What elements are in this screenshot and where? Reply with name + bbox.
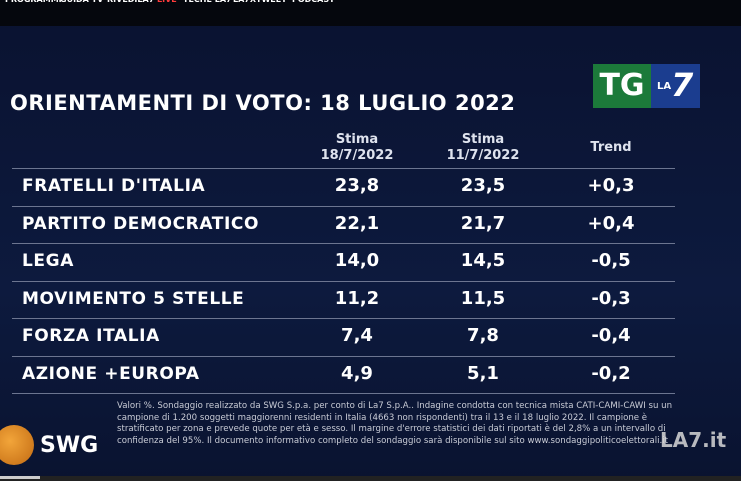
party-name: FRATELLI D'ITALIA bbox=[22, 176, 206, 196]
nav-item[interactable]: PROGRAMMI bbox=[5, 0, 62, 4]
title: ORIENTAMENTI DI VOTO: 18 LUGLIO 2022 bbox=[10, 91, 516, 115]
value-cell: +0,4 bbox=[587, 212, 635, 234]
value-cell: -0,4 bbox=[591, 325, 631, 346]
row-separator bbox=[12, 168, 675, 169]
party-name: PARTITO DEMOCRATICO bbox=[22, 213, 260, 234]
watermark: LA7.it bbox=[660, 428, 727, 452]
logo-tg: TG bbox=[593, 64, 651, 108]
column-header: Trend bbox=[590, 140, 632, 155]
value-cell: 22,1 bbox=[334, 212, 380, 234]
row-separator bbox=[12, 280, 675, 282]
nav-bar: PROGRAMMIGUIDA TV RIVEDILA7LIVE TECHE LA7L… bbox=[0, 0, 741, 26]
nav-item[interactable]: GUIDA TV bbox=[60, 0, 103, 4]
nav-item[interactable]: LA7XTWEET bbox=[233, 0, 287, 4]
logo-la: LA bbox=[657, 81, 672, 92]
logo-seven: 7 bbox=[671, 66, 694, 104]
value-cell: 14,5 bbox=[460, 250, 506, 271]
nav-item[interactable]: PODCAST bbox=[292, 0, 335, 4]
row-separator bbox=[12, 243, 675, 244]
column-header: Stima bbox=[335, 132, 379, 147]
party-name: FORZA ITALIA bbox=[22, 326, 160, 346]
column-header: Stima bbox=[461, 132, 505, 147]
logo-la7: LA 7 bbox=[651, 64, 700, 108]
nav-item[interactable]: TECHE LA7 bbox=[183, 0, 232, 4]
party-name: LEGA bbox=[22, 251, 74, 271]
column-header: 18/7/2022 bbox=[320, 148, 394, 163]
methodology-note: Valori %. Sondaggio realizzato da SWG S.… bbox=[117, 401, 673, 446]
value-cell: 4,9 bbox=[341, 362, 373, 384]
nav-item[interactable]: LIVE bbox=[157, 0, 177, 4]
progress-bar[interactable] bbox=[0, 476, 741, 481]
value-cell: -0,5 bbox=[591, 250, 631, 271]
row-separator bbox=[12, 355, 675, 357]
value-cell: 11,2 bbox=[334, 287, 380, 309]
progress bbox=[0, 476, 40, 479]
value-cell: 23,8 bbox=[334, 175, 380, 196]
value-cell: -0,2 bbox=[591, 362, 631, 384]
value-cell: 7,4 bbox=[341, 325, 373, 346]
column-header: 11/7/2022 bbox=[446, 148, 520, 163]
value-cell: -0,3 bbox=[591, 287, 631, 309]
value-cell: 11,5 bbox=[460, 287, 506, 309]
value-cell: 5,1 bbox=[467, 362, 499, 384]
party-name: MOVIMENTO 5 STELLE bbox=[22, 288, 245, 309]
row-separator bbox=[12, 392, 675, 394]
row-separator bbox=[12, 318, 675, 319]
value-cell: 23,5 bbox=[460, 175, 506, 196]
value-cell: 21,7 bbox=[460, 212, 506, 234]
value-cell: 14,0 bbox=[334, 250, 380, 271]
party-name: AZIONE +EUROPA bbox=[22, 363, 200, 384]
nav-item[interactable]: RIVEDILA7 bbox=[107, 0, 154, 4]
swg-logo: SWG bbox=[40, 433, 99, 458]
swg-logo-icon bbox=[0, 425, 34, 465]
row-separator bbox=[12, 205, 675, 207]
value-cell: +0,3 bbox=[587, 175, 635, 196]
value-cell: 7,8 bbox=[467, 325, 499, 346]
